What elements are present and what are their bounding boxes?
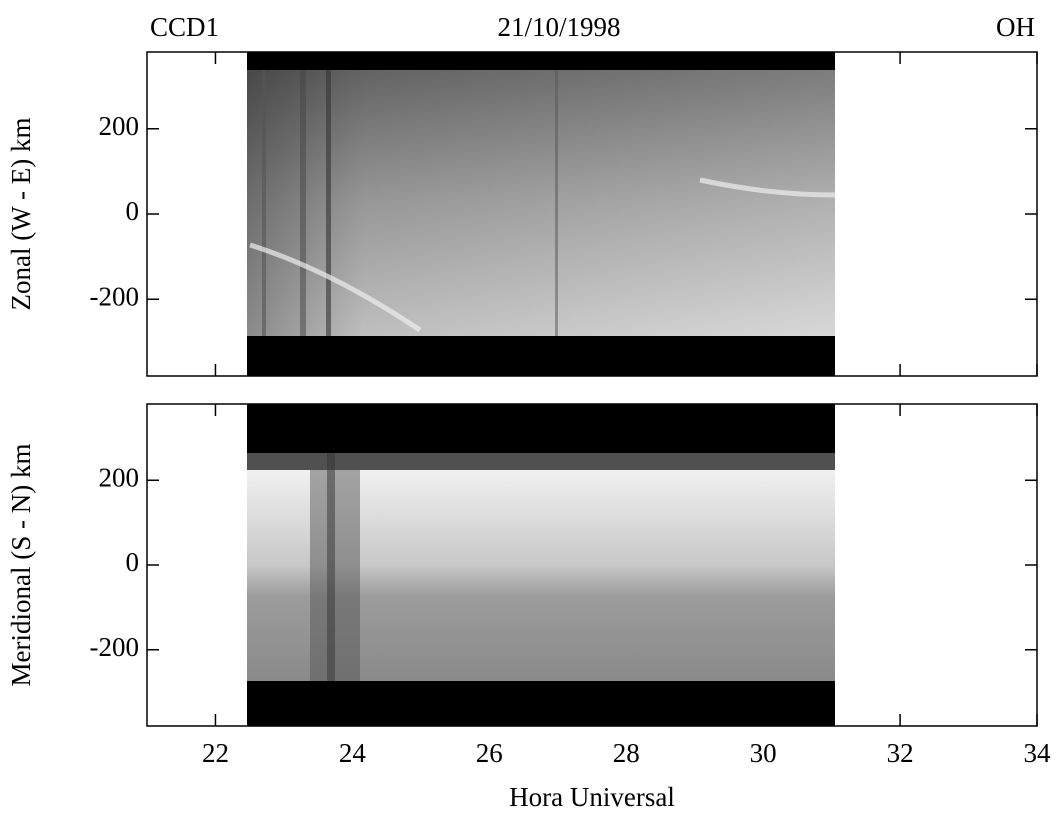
title-right: OH	[996, 12, 1035, 42]
x-tick-label: 22	[202, 738, 229, 768]
y-tick-label: 200	[99, 462, 140, 492]
y-axis-label: Zonal (W - E) km	[6, 118, 36, 311]
keogram-top	[247, 52, 836, 376]
y-tick-label: 0	[126, 196, 140, 226]
chart-title: 21/10/1998	[497, 12, 620, 42]
x-tick-label: 26	[476, 738, 503, 768]
x-tick-label: 32	[887, 738, 914, 768]
y-tick-label: -200	[90, 632, 140, 662]
x-tick-label: 34	[1024, 738, 1052, 768]
y-axis-label: Meridional (S - N) km	[6, 444, 36, 687]
keogram-bottom	[247, 404, 835, 726]
y-tick-label: -200	[90, 281, 140, 311]
x-tick-label: 30	[750, 738, 777, 768]
x-tick-label: 28	[613, 738, 640, 768]
y-tick-label: 200	[99, 111, 140, 141]
y-tick-label: 0	[126, 547, 140, 577]
x-axis-label: Hora Universal	[509, 782, 675, 812]
x-tick-label: 24	[339, 738, 367, 768]
title-left: CCD1	[150, 12, 219, 42]
